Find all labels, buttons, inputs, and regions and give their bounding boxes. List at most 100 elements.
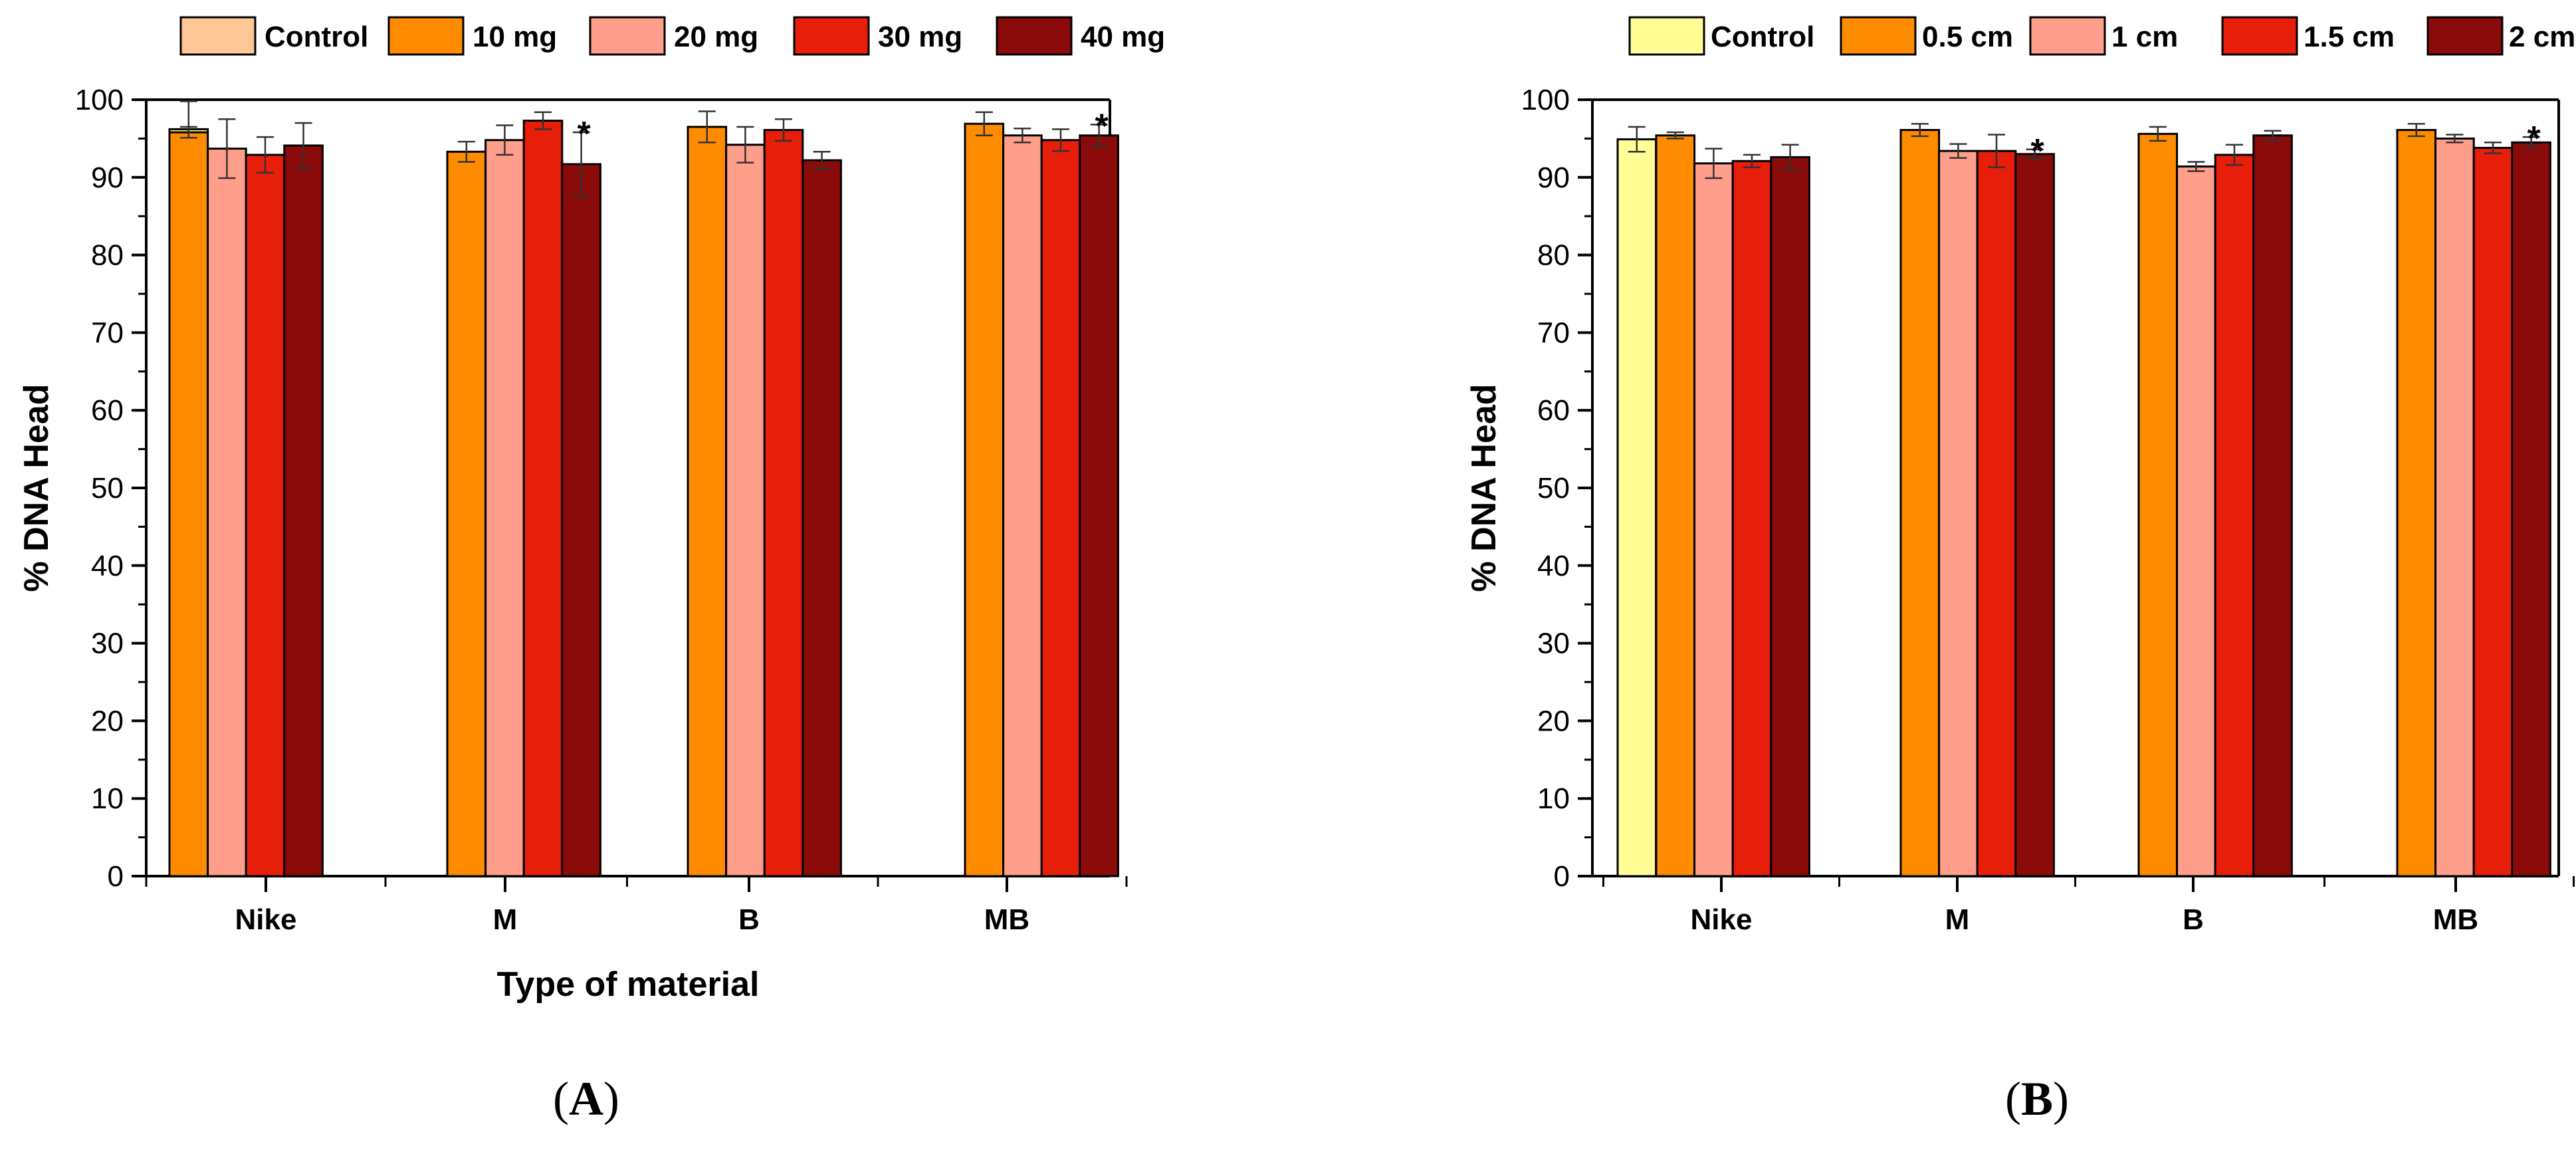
legend-label: Control	[265, 21, 368, 53]
legend-swatch	[996, 16, 1073, 56]
bar	[1040, 139, 1081, 877]
legend-label: Control	[1711, 21, 1814, 53]
legend-swatch	[1840, 16, 1917, 56]
x-tick-label: Nike	[235, 903, 297, 936]
y-tick-label: 10	[91, 782, 124, 815]
y-axis-label: % DNA Head	[1465, 384, 1503, 592]
bar	[2434, 137, 2475, 877]
y-tick-label: 20	[1537, 705, 1570, 737]
panel-label: (B)	[2005, 1072, 2069, 1125]
y-tick-label: 80	[1537, 239, 1570, 272]
y-tick-label: 100	[75, 84, 124, 116]
bar	[446, 150, 487, 877]
chart-panel-a: Control 10 mg 20 mg 30 mg 40 mg 0 10 20 30 40 50 60…	[17, 16, 1165, 1125]
bar	[484, 139, 525, 877]
legend-swatch	[2029, 16, 2106, 56]
x-tick-label: B	[738, 903, 760, 936]
y-tick-label: 60	[1537, 394, 1570, 427]
y-tick-label: 0	[1554, 860, 1570, 893]
bar	[1616, 138, 1658, 877]
x-tick-label: MB	[984, 903, 1029, 936]
x-tick-label: M	[493, 903, 518, 936]
y-tick-label: 0	[108, 860, 124, 893]
legend-swatch	[793, 16, 870, 56]
y-tick-label: 90	[1537, 162, 1570, 194]
legend-swatch	[387, 16, 465, 56]
bar	[2137, 132, 2179, 877]
panel-label: (A)	[553, 1072, 619, 1125]
y-tick-label: 80	[91, 239, 124, 272]
bar	[1770, 156, 1810, 877]
y-tick-label: 30	[1537, 628, 1570, 660]
chart-panel-b: Control 0.5 cm 1 cm 1.5 cm 2 cm 0 10 20 30 40 50 60…	[1465, 16, 2575, 1125]
legend-label: 2 cm	[2509, 21, 2575, 53]
legend-swatch	[2426, 16, 2504, 56]
significance-marker: *	[2030, 132, 2044, 171]
legend-label: 40 mg	[1081, 21, 1165, 53]
bar	[2472, 146, 2514, 877]
x-tick-label: MB	[2433, 903, 2478, 936]
legend-label: 30 mg	[878, 21, 962, 53]
y-tick-label: 90	[91, 162, 124, 194]
legend-swatch	[179, 16, 257, 56]
bar	[245, 154, 286, 877]
y-axis-label: % DNA Head	[17, 384, 56, 592]
bar	[283, 144, 324, 877]
bar	[1731, 160, 1772, 877]
bar	[1655, 134, 1696, 877]
bar	[168, 131, 209, 877]
bar	[1079, 134, 1119, 877]
panel-label-close: )	[603, 1072, 619, 1125]
y-tick-label: 60	[91, 394, 124, 427]
y-tick-label: 40	[1537, 550, 1570, 582]
y-tick-label: 50	[91, 472, 124, 505]
y-tick-label: 20	[91, 705, 124, 737]
x-tick-label: Nike	[1691, 903, 1753, 936]
legend-label: 10 mg	[473, 21, 557, 53]
y-tick-label: 40	[91, 550, 124, 582]
y-tick-label: 70	[91, 316, 124, 349]
legend-label: 20 mg	[674, 21, 758, 53]
panel-label-letter: B	[2021, 1072, 2053, 1125]
bar	[2252, 134, 2293, 877]
panel-label-letter: A	[569, 1072, 603, 1125]
y-tick-label: 30	[91, 628, 124, 660]
bar	[522, 120, 564, 877]
legend-label: 1.5 cm	[2304, 21, 2395, 53]
legend-label: 0.5 cm	[1922, 21, 2013, 53]
bar	[2014, 153, 2055, 877]
panel-label-open: (	[553, 1072, 569, 1125]
x-tick-label: M	[1945, 903, 1970, 936]
bar	[561, 163, 601, 877]
bar	[2511, 141, 2551, 877]
panel-label-close: )	[2053, 1072, 2069, 1125]
bar	[207, 148, 247, 877]
x-axis-label: Type of material	[497, 965, 760, 1004]
bar	[2396, 129, 2437, 877]
significance-marker: *	[577, 115, 591, 154]
bar	[763, 129, 804, 877]
significance-marker: *	[2527, 120, 2541, 158]
bar	[2176, 165, 2216, 877]
legend-swatch	[1628, 16, 1705, 56]
panel-label-open: (	[2005, 1072, 2021, 1125]
y-tick-label: 100	[1521, 84, 1570, 116]
x-tick-label: B	[2183, 903, 2204, 936]
bar	[687, 126, 728, 877]
bar	[725, 144, 766, 877]
legend-label: 1 cm	[2111, 21, 2178, 53]
y-tick-label: 70	[1537, 316, 1570, 349]
bar	[1002, 134, 1043, 877]
bar	[1938, 150, 1979, 877]
bar	[964, 122, 1005, 877]
legend-swatch	[589, 16, 666, 56]
bar	[1693, 162, 1734, 877]
significance-marker: *	[1095, 107, 1109, 146]
bar	[2214, 154, 2255, 877]
bar	[1976, 150, 2017, 877]
legend-swatch	[2221, 16, 2298, 56]
y-tick-label: 50	[1537, 472, 1570, 505]
bar	[802, 159, 842, 877]
bar	[1899, 129, 1941, 877]
